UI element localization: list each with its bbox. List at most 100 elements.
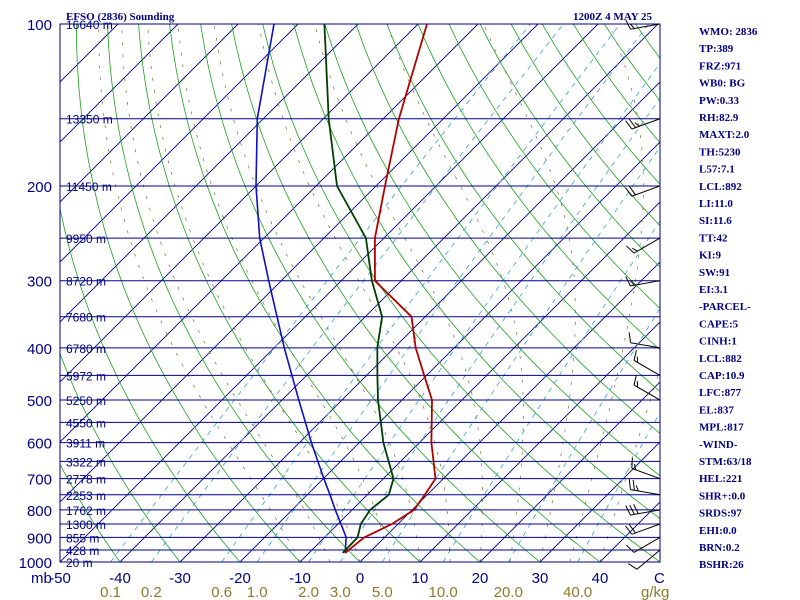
index-item: SI:11.6 (699, 215, 732, 227)
temperature-tick-label: 40 (592, 570, 609, 587)
barb-staff (631, 467, 661, 480)
barb-flag (625, 505, 631, 516)
temperature-trace (344, 24, 437, 554)
temperature-tick-label: -20 (229, 570, 251, 587)
height-label: 428 m (66, 544, 99, 558)
index-item: LCL:892 (699, 181, 742, 193)
wind-barb (633, 350, 661, 376)
isotherm-line (539, 441, 660, 562)
barb-staff (630, 489, 661, 496)
mixing-ratio-tick-label: 5.0 (372, 584, 393, 600)
mixing-ratio-tick-label: 1.0 (247, 584, 268, 600)
wind-barb (625, 19, 661, 30)
sounding-indices: WMO: 2836 TP:389 FRZ:971 WB0: BG PW:0.33 RH:8… (699, 26, 758, 571)
barb-flag (635, 485, 639, 492)
barb-flag (633, 463, 637, 470)
barb-staff (631, 523, 661, 535)
barb-flag (632, 479, 635, 491)
height-label: 11450 m (66, 180, 112, 194)
isotherm-line (60, 24, 299, 263)
height-label: 4550 m (66, 416, 106, 430)
index-item: LCL:882 (699, 353, 742, 365)
barb-staff (630, 280, 661, 287)
index-item: FRZ:971 (699, 60, 741, 72)
index-item: TH:5230 (699, 146, 741, 158)
barb-staff (631, 118, 661, 130)
barb-flag (630, 280, 635, 286)
height-label: 7680 m (66, 311, 106, 325)
isotherm-line (60, 24, 539, 503)
mixing-ratio-tick-label: 0.6 (211, 584, 232, 600)
chart-title: EFSO (2836) Sounding (66, 11, 175, 23)
index-item: MPL:817 (699, 422, 744, 434)
height-label: 5972 m (66, 369, 106, 383)
index-item: CAP:10.9 (699, 370, 745, 382)
barb-flag (632, 247, 638, 252)
dewpoint-trace (323, 24, 395, 554)
wind-barb (628, 479, 661, 496)
wind-barb (633, 374, 661, 401)
barb-flag (625, 276, 631, 287)
wind-barb (625, 504, 661, 516)
index-item: L57:7.1 (699, 164, 735, 176)
isotherm-line (239, 141, 660, 562)
valid-time: 1200Z 4 MAY 25 (573, 11, 652, 23)
index-item: WB0: BG (699, 78, 746, 90)
barb-flag (633, 504, 639, 514)
wind-barb (631, 457, 661, 480)
temperature-tick-label: -50 (49, 570, 71, 587)
isotherm-line (419, 321, 660, 562)
temperature-tick-label: -40 (109, 570, 131, 587)
mixing-ratio-tick-label: 0.2 (141, 584, 162, 600)
isotherm-line (119, 24, 659, 562)
barb-flag (633, 374, 637, 386)
mixing-ratio-tick-label: 3.0 (330, 584, 351, 600)
height-label: 6780 m (66, 342, 106, 356)
barb-flag (628, 186, 636, 196)
barb-staff (630, 23, 661, 30)
index-item: BRN:0.2 (699, 542, 740, 554)
barb-flag (631, 457, 633, 469)
parcel-trace (255, 24, 347, 553)
pressure-tick-label: 200 (27, 179, 52, 196)
temp-unit: C (654, 570, 665, 587)
height-label: 20 m (66, 556, 93, 570)
barb-flag (625, 19, 631, 30)
wind-barb (628, 332, 661, 349)
mixing-ratio-tick-label: 10.0 (429, 584, 458, 600)
isotherm-line (60, 24, 239, 203)
temperature-tick-label: 0 (356, 570, 364, 587)
height-label: 2778 m (66, 473, 106, 487)
barb-flag (634, 122, 640, 127)
height-label: 855 m (66, 531, 99, 545)
isotherm-line (60, 24, 599, 562)
temperature-tick-label: -30 (169, 570, 191, 587)
plot-frame (59, 23, 661, 563)
index-item: HEL:221 (699, 473, 742, 485)
barb-staff (630, 342, 661, 349)
barb-flag (626, 544, 635, 553)
index-item: EI:3.1 (699, 284, 728, 296)
height-label: 1300 m (66, 518, 106, 532)
mixing-ratio-unit: g/kg (641, 584, 669, 600)
barb-flag (628, 332, 631, 343)
pressure-unit: mb (31, 570, 52, 587)
index-item: RH:82.9 (699, 112, 739, 124)
height-label: 1762 m (66, 504, 106, 518)
isotherm-line (60, 24, 479, 443)
wind-barbs (625, 19, 661, 570)
temperature-tick-label: 20 (472, 570, 489, 587)
mixing-ratio-tick-label: 0.1 (100, 584, 121, 600)
barb-flag (625, 187, 633, 197)
barb-flag (628, 524, 636, 534)
pressure-tick-label: 300 (27, 274, 52, 291)
index-item: CAPE:5 (699, 318, 739, 330)
barb-flag (625, 525, 633, 535)
barb-flag (628, 118, 636, 128)
height-label: 9950 m (66, 232, 106, 246)
index-item: BSHR:26 (699, 559, 744, 571)
barb-flag (629, 504, 635, 515)
